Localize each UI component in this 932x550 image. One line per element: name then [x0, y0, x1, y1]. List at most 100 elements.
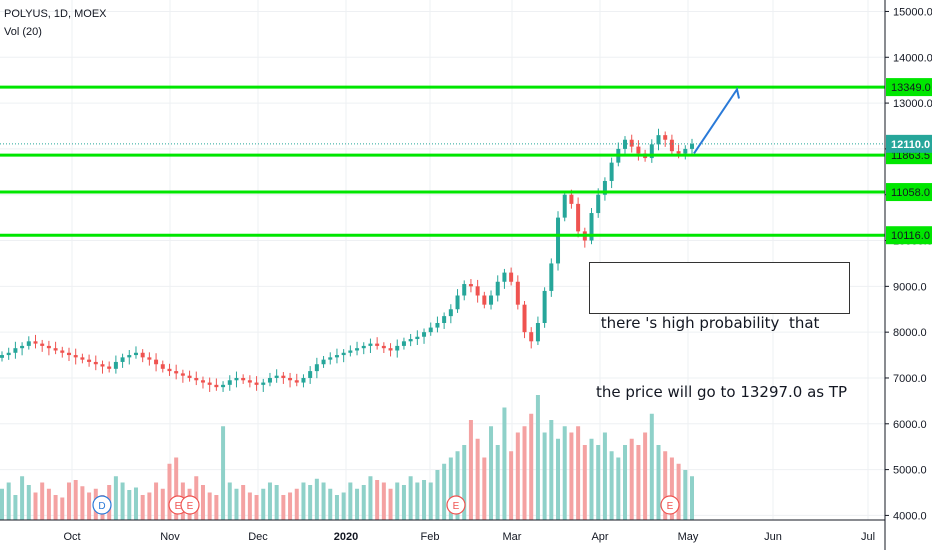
- price-tick-label: 9000.0: [893, 281, 927, 293]
- price-tick-label: 7000.0: [893, 373, 927, 385]
- volume-bar: [576, 426, 581, 520]
- note-line-2: the price will go to 13297.0 as TP: [596, 383, 848, 401]
- candle-body: [656, 135, 661, 145]
- volume-indicator-label: Vol (20): [4, 26, 42, 38]
- candle-body: [663, 135, 668, 140]
- volume-bar: [321, 482, 326, 520]
- candle-body: [13, 348, 18, 353]
- volume-bar: [596, 445, 601, 520]
- candle-body: [247, 380, 252, 383]
- event-marker-label: E: [667, 501, 674, 512]
- candle-body: [556, 217, 561, 264]
- candle-body: [294, 380, 299, 383]
- candle-body: [160, 364, 165, 369]
- candle-body: [455, 295, 460, 310]
- volume-bar: [690, 476, 694, 520]
- volume-bar: [26, 485, 31, 520]
- volume-bar: [167, 463, 172, 520]
- candle-body: [20, 345, 25, 349]
- volume-bar: [388, 488, 393, 520]
- time-tick-label: Mar: [503, 531, 522, 543]
- volume-bar: [395, 482, 400, 520]
- volume-bar: [509, 451, 514, 520]
- volume-bar: [636, 445, 641, 520]
- candle-body: [549, 263, 554, 291]
- candle-body: [0, 355, 4, 358]
- volume-bar: [288, 492, 293, 520]
- candle-body: [267, 377, 272, 383]
- volume-bar: [355, 488, 360, 520]
- candle-body: [442, 316, 447, 323]
- candle-body: [46, 345, 51, 349]
- volume-bar: [408, 476, 413, 520]
- candle-body: [475, 286, 480, 296]
- projection-arrow: [693, 86, 740, 155]
- candle-body: [468, 284, 473, 287]
- candle-body: [6, 352, 11, 356]
- event-marker-label: E: [187, 501, 194, 512]
- price-tick-label: 15000.0: [893, 6, 932, 18]
- candle-body: [100, 364, 105, 367]
- volume-bar: [482, 457, 487, 520]
- candle-body: [140, 352, 145, 358]
- volume-bar: [368, 476, 373, 520]
- volume-bar: [629, 438, 634, 520]
- volume-bar: [227, 482, 232, 520]
- volume-bar: [381, 482, 386, 520]
- annotation-note[interactable]: there 's high probability that the price…: [589, 262, 850, 401]
- volume-bar: [683, 470, 688, 520]
- volume-bar: [462, 445, 467, 520]
- event-marker: [660, 495, 680, 515]
- event-marker-label: E: [453, 501, 460, 512]
- candle-body: [200, 380, 205, 383]
- volume-bar: [247, 492, 252, 520]
- volume-bar: [60, 497, 65, 520]
- level-label: 10116.0: [891, 230, 930, 242]
- volume-bar: [6, 482, 11, 520]
- candle-body: [375, 343, 380, 346]
- candle-body: [690, 143, 694, 149]
- candle-body: [167, 368, 172, 372]
- volume-bar: [495, 445, 500, 520]
- candle-body: [180, 373, 185, 376]
- candle-body: [154, 359, 159, 365]
- event-marker-label: E: [175, 501, 182, 512]
- candle-body: [448, 309, 453, 317]
- volume-bar: [589, 438, 594, 520]
- candle-body: [649, 144, 654, 159]
- volume-bar: [127, 490, 132, 520]
- volume-bar: [442, 463, 447, 520]
- candle-body: [127, 355, 132, 358]
- volume-bar: [334, 495, 339, 520]
- volume-bar: [174, 457, 179, 520]
- volume-bar: [435, 470, 440, 520]
- volume-bar: [46, 488, 51, 520]
- candle-body: [33, 341, 38, 344]
- volume-bar: [556, 438, 561, 520]
- volume-bar: [87, 492, 92, 520]
- volume-bar: [649, 413, 654, 520]
- volume-bar: [643, 432, 648, 520]
- candle-body: [301, 377, 306, 383]
- price-tick-label: 13000.0: [893, 98, 932, 110]
- event-marker: [446, 495, 466, 515]
- candle-body: [221, 384, 226, 388]
- candle-body: [495, 281, 500, 296]
- candle-body: [107, 366, 112, 369]
- volume-bar: [301, 482, 306, 520]
- candle-body: [408, 339, 413, 342]
- volume-bar: [562, 426, 567, 520]
- volume-bar: [515, 432, 520, 520]
- candle-body: [147, 357, 152, 360]
- volume-bar: [582, 445, 587, 520]
- time-tick-label: Dec: [248, 531, 268, 543]
- volume-bar: [261, 488, 266, 520]
- volume-bar: [113, 476, 118, 520]
- volume-bar: [448, 457, 453, 520]
- candle-body: [683, 148, 688, 154]
- volume-bar: [475, 438, 480, 520]
- volume-bar: [468, 420, 473, 520]
- event-marker-label: D: [98, 501, 105, 512]
- candle-body: [489, 295, 494, 305]
